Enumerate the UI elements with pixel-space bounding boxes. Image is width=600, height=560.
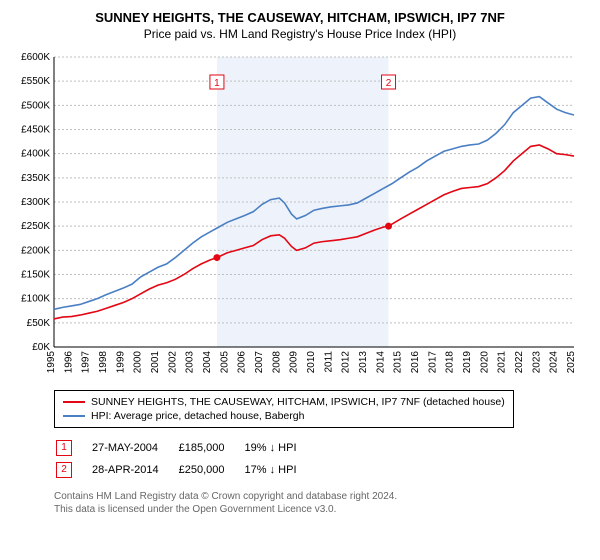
x-tick-label: 2013: [358, 351, 369, 374]
x-tick-label: 2012: [341, 351, 352, 374]
transaction-price: £250,000: [179, 460, 243, 480]
x-tick-label: 2024: [549, 351, 560, 374]
legend: SUNNEY HEIGHTS, THE CAUSEWAY, HITCHAM, I…: [54, 390, 514, 428]
x-tick-label: 2022: [514, 351, 525, 374]
table-row: 1 27-MAY-2004£185,00019% ↓ HPI: [56, 438, 315, 458]
legend-label: HPI: Average price, detached house, Babe…: [91, 410, 304, 422]
transaction-delta: 19% ↓ HPI: [245, 438, 315, 458]
x-tick-label: 2001: [150, 351, 161, 374]
transaction-date: 28-APR-2014: [92, 460, 177, 480]
x-tick-label: 1996: [63, 351, 74, 374]
x-tick-label: 2016: [410, 351, 421, 374]
x-tick-label: 2014: [375, 351, 386, 374]
x-tick-label: 2002: [167, 351, 178, 374]
x-tick-label: 2000: [133, 351, 144, 374]
transaction-price: £185,000: [179, 438, 243, 458]
chart-container: £0K£50K£100K£150K£200K£250K£300K£350K£40…: [10, 49, 590, 384]
table-row: 2 28-APR-2014£250,00017% ↓ HPI: [56, 460, 315, 480]
x-tick-label: 2008: [271, 351, 282, 374]
x-tick-label: 2025: [566, 351, 577, 374]
x-tick-label: 2011: [323, 351, 334, 373]
legend-swatch: [63, 415, 85, 417]
chart-title: SUNNEY HEIGHTS, THE CAUSEWAY, HITCHAM, I…: [10, 10, 590, 25]
y-tick-label: £150K: [21, 270, 50, 281]
legend-swatch: [63, 401, 85, 403]
x-tick-label: 2010: [306, 351, 317, 374]
y-tick-label: £600K: [21, 52, 50, 63]
x-tick-label: 2021: [497, 351, 508, 374]
y-tick-label: £400K: [21, 149, 50, 160]
transaction-date: 27-MAY-2004: [92, 438, 177, 458]
legend-row: SUNNEY HEIGHTS, THE CAUSEWAY, HITCHAM, I…: [63, 395, 505, 409]
x-tick-label: 1997: [81, 351, 92, 374]
price-chart: £0K£50K£100K£150K£200K£250K£300K£350K£40…: [10, 49, 590, 379]
y-tick-label: £100K: [21, 294, 50, 305]
marker-point: [385, 223, 392, 230]
legend-label: SUNNEY HEIGHTS, THE CAUSEWAY, HITCHAM, I…: [91, 396, 505, 408]
x-tick-label: 2005: [219, 351, 230, 374]
x-tick-label: 2004: [202, 351, 213, 374]
x-tick-label: 2009: [289, 351, 300, 374]
legend-row: HPI: Average price, detached house, Babe…: [63, 409, 505, 423]
x-tick-label: 1995: [46, 351, 57, 374]
y-tick-label: £250K: [21, 221, 50, 232]
x-tick-label: 2003: [185, 351, 196, 374]
x-tick-label: 2018: [445, 351, 456, 374]
y-tick-label: £50K: [27, 318, 51, 329]
x-tick-label: 2015: [393, 351, 404, 374]
x-tick-label: 1998: [98, 351, 109, 374]
y-tick-label: £350K: [21, 173, 50, 184]
marker-point: [213, 254, 220, 261]
marker-flag-num: 1: [214, 78, 220, 89]
transaction-delta: 17% ↓ HPI: [245, 460, 315, 480]
x-tick-label: 2017: [427, 351, 438, 374]
x-tick-label: 2019: [462, 351, 473, 374]
y-tick-label: £450K: [21, 125, 50, 136]
y-tick-label: £550K: [21, 76, 50, 87]
chart-subtitle: Price paid vs. HM Land Registry's House …: [10, 27, 590, 41]
title-block: SUNNEY HEIGHTS, THE CAUSEWAY, HITCHAM, I…: [10, 10, 590, 41]
marker-icon: 2: [56, 462, 72, 478]
y-tick-label: £200K: [21, 245, 50, 256]
footer-attribution: Contains HM Land Registry data © Crown c…: [54, 490, 590, 516]
x-tick-label: 2023: [531, 351, 542, 374]
footer-line: This data is licensed under the Open Gov…: [54, 503, 590, 516]
y-tick-label: £300K: [21, 197, 50, 208]
transaction-table: 1 27-MAY-2004£185,00019% ↓ HPI 2 28-APR-201…: [54, 436, 317, 482]
x-tick-label: 2007: [254, 351, 265, 374]
marker-icon: 1: [56, 440, 72, 456]
marker-flag-num: 2: [386, 78, 392, 89]
x-tick-label: 1999: [115, 351, 126, 374]
footer-line: Contains HM Land Registry data © Crown c…: [54, 490, 590, 503]
x-tick-label: 2020: [479, 351, 490, 374]
x-tick-label: 2006: [237, 351, 248, 374]
y-tick-label: £500K: [21, 100, 50, 111]
